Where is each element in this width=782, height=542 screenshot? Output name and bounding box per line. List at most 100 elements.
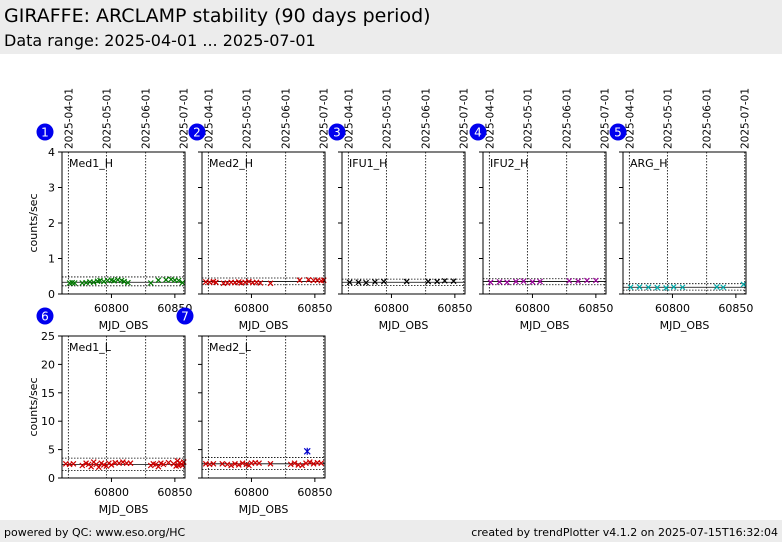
date-tick-label: 2025-04-01 [343, 88, 355, 149]
x-tick-label: 60850 [437, 302, 472, 315]
panel-number-badge [36, 307, 54, 325]
series-label: IFU1_H [349, 157, 387, 170]
y-tick-label: 10 [41, 415, 55, 428]
y-tick-label: 25 [41, 330, 55, 343]
panel-number-badge [469, 123, 487, 141]
date-tick-label: 2025-05-01 [662, 88, 674, 149]
panel-number: 1 [41, 126, 49, 140]
date-tick-label: 2025-07-01 [319, 88, 331, 149]
data-point [566, 277, 573, 284]
panel-number: 2 [193, 126, 201, 140]
data-point [363, 279, 370, 286]
data-point [71, 280, 78, 286]
data-point [175, 277, 182, 284]
data-point [520, 278, 527, 285]
data-point [434, 278, 441, 285]
data-point [441, 277, 448, 284]
x-tick-label: 60800 [515, 302, 550, 315]
panel-number: 6 [41, 310, 49, 324]
data-point [670, 283, 677, 290]
date-tick-label: 2025-04-01 [63, 88, 75, 149]
data-point [210, 460, 217, 467]
y-tick-label: 5 [48, 444, 55, 457]
date-tick-label: 2025-07-01 [740, 88, 752, 149]
data-point [636, 283, 643, 290]
y-tick-label: 20 [41, 358, 55, 371]
series-label: ARG_H [630, 157, 667, 170]
report-header: GIRAFFE: ARCLAMP stability (90 days peri… [0, 0, 782, 54]
data-point [257, 280, 264, 286]
subplot-2: 2025-04-01 2025-05-01 2025-06-01 2025-07-01… [188, 88, 332, 332]
data-point [79, 462, 86, 469]
y-axis-label: counts/sec [27, 193, 40, 252]
panel-number: 7 [181, 310, 189, 324]
data-point [95, 464, 102, 471]
data-point [305, 276, 312, 283]
x-tick-label: 60850 [718, 302, 753, 315]
footer-generator: created by trendPlotter v4.1.2 on 2025-0… [471, 526, 778, 539]
y-axis-label: counts/sec [27, 377, 40, 436]
data-point [346, 279, 353, 286]
date-tick-label: 2025-04-01 [203, 88, 215, 149]
data-point [575, 278, 582, 285]
subplot-6: 0 5 10 15 20 25 60800 60850 MJD_OBS counts/sec Med… [27, 307, 192, 516]
data-point [487, 279, 494, 286]
series-label: IFU2_H [490, 157, 528, 170]
x-tick-label: 60800 [655, 302, 690, 315]
data-point [155, 463, 162, 470]
plot-area [202, 152, 325, 294]
data-point [267, 280, 274, 287]
data-point [125, 279, 131, 286]
y-tick-label: 15 [41, 387, 55, 400]
date-tick-label: 2025-04-01 [624, 88, 636, 149]
data-point [537, 278, 543, 285]
date-tick-label: 2025-07-01 [179, 88, 191, 149]
series-label: Med1_H [69, 157, 113, 170]
page-title: GIRAFFE: ARCLAMP stability (90 days peri… [4, 5, 431, 27]
data-point [296, 277, 303, 284]
data-point [70, 460, 77, 467]
date-tick-label: 2025-05-01 [522, 88, 534, 149]
data-point [160, 461, 167, 468]
series-label: Med1_L [69, 341, 112, 354]
data-point [267, 460, 274, 467]
data-point [147, 280, 154, 286]
plot-area [62, 152, 185, 294]
x-axis-label: MJD_OBS [99, 503, 149, 516]
plot-frame [61, 335, 186, 479]
x-tick-label: 60850 [578, 302, 613, 315]
plot-area [202, 336, 325, 478]
footer-credit: powered by QC: www.eso.org/HC [4, 526, 186, 539]
panel-number: 5 [614, 126, 622, 140]
data-point [720, 284, 727, 291]
y-tick-label: 4 [48, 146, 55, 159]
y-tick-label: 3 [48, 182, 55, 195]
data-point [235, 462, 242, 468]
data-point [645, 284, 652, 291]
data-point [318, 460, 325, 467]
subplot-1: 2025-04-01 2025-05-01 2025-06-01 2025-07-01… [27, 88, 192, 332]
subplot-5: 2025-04-01 2025-05-01 2025-06-01 2025-07-01… [609, 88, 753, 332]
panel-number-badge [609, 123, 627, 141]
data-point [291, 460, 298, 467]
date-tick-label: 2025-06-01 [421, 88, 433, 149]
subplot-3: 2025-04-01 2025-05-01 2025-06-01 2025-07-01… [328, 88, 472, 332]
panel-number-badge [328, 123, 346, 141]
series-label: Med2_H [209, 157, 253, 170]
data-point [306, 459, 313, 466]
plot-area [62, 336, 185, 478]
data-point [165, 459, 172, 466]
data-point [663, 285, 670, 291]
data-point [584, 277, 590, 284]
data-point [504, 279, 511, 286]
plot-frame [201, 335, 326, 479]
data-point [592, 277, 599, 284]
date-tick-label: 2025-07-01 [459, 88, 471, 149]
data-point [403, 278, 410, 285]
date-tick-label: 2025-06-01 [702, 88, 714, 149]
date-tick-label: 2025-05-01 [101, 88, 113, 149]
series-label: Med2_L [209, 341, 252, 354]
date-tick-label: 2025-06-01 [562, 88, 574, 149]
data-point [496, 279, 503, 285]
